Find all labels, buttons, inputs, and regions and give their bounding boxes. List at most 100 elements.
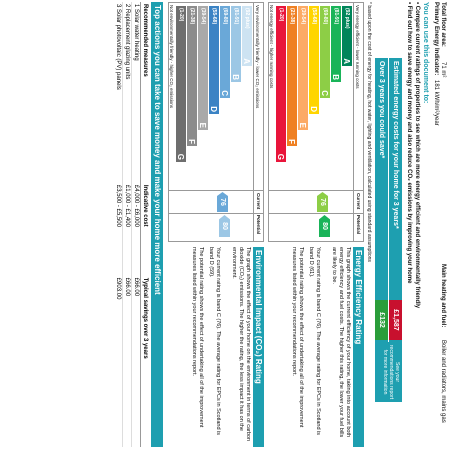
floor-area-label: Total floor area: bbox=[440, 2, 446, 47]
env-band-letter: C bbox=[220, 90, 230, 96]
energy-col-potential: Potential bbox=[356, 215, 361, 235]
measure-cell: 2 Replacement glazing units bbox=[122, 2, 132, 183]
energy-band-letter: F bbox=[287, 139, 297, 144]
cost-cell: £3,500 - £5,500 bbox=[115, 184, 121, 227]
savings-cell: £66.00 bbox=[131, 275, 141, 447]
env-band-letter: E bbox=[198, 122, 208, 128]
energy-top-caption: Very energy efficient - lower running co… bbox=[355, 5, 360, 89]
table-row: 1 Solar water heating £4,000 - £6,000 £6… bbox=[131, 2, 141, 447]
table-row: 2 Replacement glazing units £1,000 - £1,… bbox=[122, 2, 132, 447]
energy-current-arrow: 76 bbox=[317, 192, 328, 212]
cost-cell: £1,000 - £1,400 bbox=[122, 182, 132, 276]
costs-row-2-label: Over 3 years you could save* bbox=[378, 61, 385, 159]
env-band-range: (69-80) bbox=[222, 8, 228, 25]
env-band-letter: D bbox=[209, 106, 219, 112]
energy-bottom-caption: Not energy efficient - higher running co… bbox=[269, 5, 274, 89]
energy-band-letter: A bbox=[342, 58, 352, 64]
energy-band-range: (92 plus) bbox=[344, 8, 350, 29]
bullet-1-text: Compare current ratings of properties to… bbox=[414, 5, 420, 309]
energy-band-letter: C bbox=[320, 90, 330, 96]
table-row: 3 Solar photovoltaic (PV) panels £3,500 … bbox=[114, 2, 123, 447]
energy-indicator-label: Primary Energy Indicator: bbox=[433, 2, 439, 76]
costs-footnote: * based upon the cost of energy for heat… bbox=[366, 2, 372, 262]
energy-band-g: (1-20) G bbox=[276, 6, 286, 162]
energy-rating-chart: Very energy efficient - lower running co… bbox=[268, 2, 364, 242]
cost-cell: £4,000 - £6,000 bbox=[131, 182, 141, 276]
energy-band-letter: B bbox=[331, 74, 341, 80]
env-band-letter: G bbox=[176, 153, 186, 160]
energy-band-range: (69-80) bbox=[322, 8, 328, 25]
energy-band-d: (55-68) D bbox=[309, 6, 319, 114]
col-savings: Typical savings over 3 years bbox=[140, 275, 149, 447]
energy-col-divider-2 bbox=[269, 213, 363, 214]
see-recommendations-note: See your recommendations report for more… bbox=[375, 342, 402, 402]
env-band-range: (55-68) bbox=[211, 8, 217, 25]
env-band-range: (81-91) bbox=[233, 8, 239, 25]
ee-paragraph-1: This graph shows the current efficiency … bbox=[331, 247, 351, 438]
env-col-potential: Potential bbox=[256, 215, 261, 235]
ei-paragraph-2: Your current rating is band C (76). The … bbox=[208, 247, 221, 436]
costs-row-1-label: Estimated energy costs for your home for… bbox=[392, 61, 399, 229]
env-band-range: (92 plus) bbox=[244, 8, 250, 29]
ee-paragraph-3: The potential rating shows the effect of… bbox=[291, 247, 304, 428]
env-potential-arrow: 80 bbox=[219, 215, 230, 237]
col-cost: Indicative cost bbox=[140, 182, 149, 276]
energy-band-range: (1-20) bbox=[278, 8, 284, 22]
costs-row-1-value: £1,587 bbox=[389, 300, 402, 340]
env-top-caption: Very environmentally friendly - lower CO… bbox=[255, 5, 260, 109]
energy-band-range: (39-54) bbox=[300, 8, 306, 25]
energy-header-divider bbox=[353, 3, 354, 241]
env-bottom-caption: Not environmentally friendly - higher CO… bbox=[169, 5, 174, 109]
env-col-divider-1 bbox=[169, 190, 263, 191]
energy-band-e: (39-54) E bbox=[298, 6, 308, 130]
env-band-d: (55-68) D bbox=[209, 6, 219, 114]
actions-title: Top actions you can take to save money a… bbox=[151, 2, 163, 447]
ei-paragraph-1: The graph shows the effect of your home … bbox=[231, 247, 251, 442]
env-band-a: (92 plus) A bbox=[242, 6, 252, 66]
energy-band-a: (92 plus) A bbox=[342, 6, 352, 66]
savings-cell: £66.00 bbox=[122, 275, 132, 447]
actions-table: Recommended measures Indicative cost Typ… bbox=[114, 2, 149, 447]
energy-band-f: (21-38) F bbox=[287, 6, 297, 146]
measure-cell: 1 Solar water heating bbox=[131, 2, 141, 183]
ee-title: Energy Efficiency Rating bbox=[353, 247, 364, 447]
env-band-c: (69-80) C bbox=[220, 6, 230, 98]
env-band-range: (21-38) bbox=[189, 8, 195, 25]
environmental-rating-chart: Very environmentally friendly - lower CO… bbox=[168, 2, 264, 242]
savings-cell: £903.00 bbox=[115, 277, 121, 300]
energy-col-divider-1 bbox=[269, 190, 363, 191]
energy-indicator-value: 181 kWh/m²/year bbox=[433, 80, 439, 126]
energy-band-range: (55-68) bbox=[311, 8, 317, 25]
ei-paragraph-3: The potential rating shows the effect of… bbox=[191, 247, 204, 428]
env-band-range: (39-54) bbox=[200, 8, 206, 25]
env-band-e: (39-54) E bbox=[198, 6, 208, 130]
use-doc-bullet-1: • Compare current ratings of properties … bbox=[414, 2, 420, 309]
energy-col-current: Current bbox=[356, 193, 361, 210]
heating-value: Boiler and radiators, mains gas bbox=[440, 340, 446, 423]
env-band-letter: A bbox=[242, 58, 252, 64]
env-col-divider-2 bbox=[169, 213, 263, 214]
env-band-range: (1-20) bbox=[178, 8, 184, 22]
energy-band-range: (21-38) bbox=[289, 8, 295, 25]
energy-band-letter: E bbox=[298, 122, 308, 128]
env-header-divider bbox=[253, 3, 254, 241]
energy-band-letter: G bbox=[276, 153, 286, 160]
measure-cell: 3 Solar photovoltaic (PV) panels bbox=[115, 4, 121, 90]
energy-band-range: (81-91) bbox=[333, 8, 339, 25]
floor-area-value: 71 m² bbox=[440, 62, 446, 78]
col-measures: Recommended measures bbox=[140, 2, 149, 183]
ee-paragraph-2: Your current rating is band C (76). The … bbox=[308, 247, 321, 436]
env-band-b: (81-91) B bbox=[231, 6, 241, 82]
env-band-letter: B bbox=[231, 74, 241, 80]
heating-label: Main heating and fuel: bbox=[440, 264, 446, 328]
energy-band-c: (69-80) C bbox=[320, 6, 330, 98]
actions-header-row: Recommended measures Indicative cost Typ… bbox=[140, 2, 149, 447]
energy-band-b: (81-91) B bbox=[331, 6, 341, 82]
use-doc-bullet-2: • Find out how to save energy and money … bbox=[406, 2, 412, 284]
env-band-f: (21-38) F bbox=[187, 6, 197, 146]
use-doc-title: You can use this document to: bbox=[422, 2, 429, 104]
env-current-arrow: 76 bbox=[217, 192, 228, 212]
env-band-g: (1-20) G bbox=[176, 6, 186, 162]
